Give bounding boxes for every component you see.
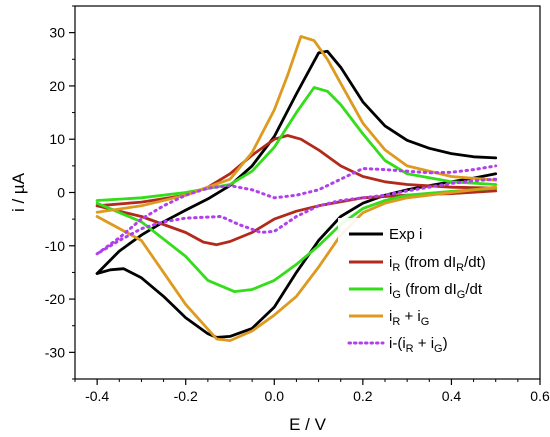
y-tick-label: 20 — [49, 78, 65, 94]
y-axis-ticks: -30 -20 -10 0 10 20 30 — [45, 5, 75, 380]
y-tick-label: -30 — [45, 344, 65, 360]
y-tick-label: -20 — [45, 291, 65, 307]
y-tick-label: 0 — [57, 185, 65, 201]
x-tick-label: 0.0 — [265, 388, 285, 404]
x-tick-label: -0.2 — [174, 388, 198, 404]
x-axis-title: E / V — [289, 415, 327, 434]
y-tick-label: 10 — [49, 131, 65, 147]
series-3-forward-line — [95, 35, 498, 214]
series-4-reverse-line — [95, 177, 498, 256]
x-tick-label: 0.6 — [530, 388, 550, 404]
legend: Exp i iR (from dIR/dt) iG (from dIG/dt i… — [338, 218, 538, 363]
plot-area: -0.4 -0.2 0.0 0.2 0.4 0.6 -30 -20 -10 0 10 20 30 — [45, 5, 550, 404]
series-2-reverse-line — [95, 186, 498, 293]
x-tick-label: 0.2 — [353, 388, 373, 404]
series-layer — [95, 35, 498, 342]
y-axis-title: i / µA — [9, 172, 28, 212]
y-tick-label: -10 — [45, 238, 65, 254]
y-tick-label: 30 — [49, 25, 65, 41]
legend-label-diff: i-(iR + iG) — [389, 335, 448, 355]
series-0-reverse-line — [95, 172, 498, 339]
legend-label-exp: Exp i — [389, 226, 422, 243]
x-tick-label: 0.4 — [442, 388, 462, 404]
x-tick-label: -0.4 — [85, 388, 109, 404]
series-0-forward-line — [95, 49, 498, 275]
series-4-forward-line — [95, 164, 498, 256]
series-3-reverse-line — [95, 185, 498, 342]
x-axis-ticks: -0.4 -0.2 0.0 0.2 0.4 0.6 — [74, 379, 550, 404]
